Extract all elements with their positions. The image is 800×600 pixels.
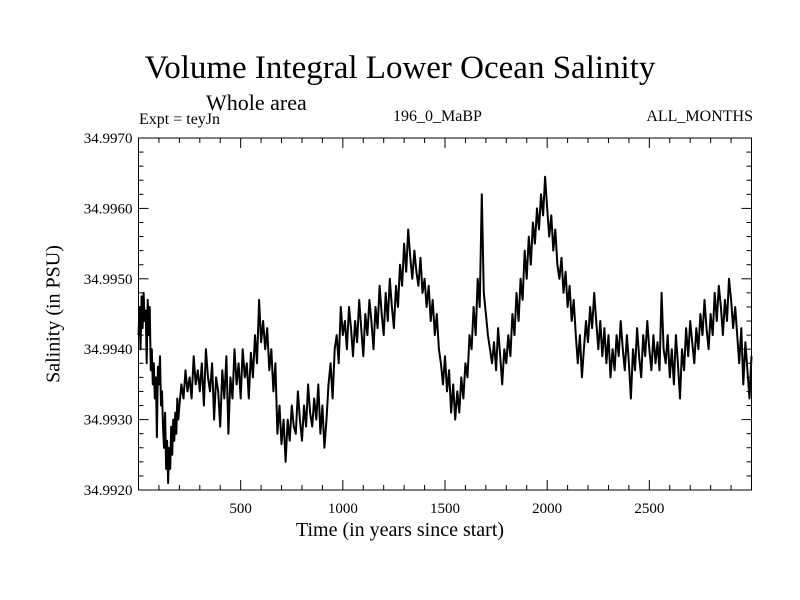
- y-tick-label: 34.9930: [84, 413, 133, 429]
- x-tick-label: 500: [229, 501, 252, 517]
- x-tick-label: 2500: [634, 501, 664, 517]
- x-tick-label: 1500: [430, 501, 460, 517]
- y-tick-label: 34.9950: [84, 272, 133, 288]
- chart-subtitle: Whole area: [206, 90, 307, 115]
- chart-title: Volume Integral Lower Ocean Salinity: [144, 50, 656, 86]
- run-label: 196_0_MaBP: [393, 108, 482, 125]
- y-tick-label: 34.9960: [84, 201, 133, 217]
- series-line: [137, 175, 753, 484]
- plot-frame: [138, 137, 752, 491]
- y-tick-label: 34.9970: [84, 131, 133, 147]
- axis-ticks: [138, 138, 752, 490]
- tick-labels: 500 1000 1500 2000 2500 34.9920 34.9930 34.9940…: [84, 131, 665, 517]
- x-tick-label: 1000: [328, 501, 358, 517]
- period-label: ALL_MONTHS: [646, 108, 753, 125]
- x-axis-label: Time (in years since start): [295, 519, 505, 541]
- x-tick-label: 2000: [532, 501, 562, 517]
- y-tick-label: 34.9920: [84, 483, 133, 499]
- experiment-label: Expt = teyJn: [139, 111, 221, 128]
- y-tick-label: 34.9940: [84, 342, 133, 358]
